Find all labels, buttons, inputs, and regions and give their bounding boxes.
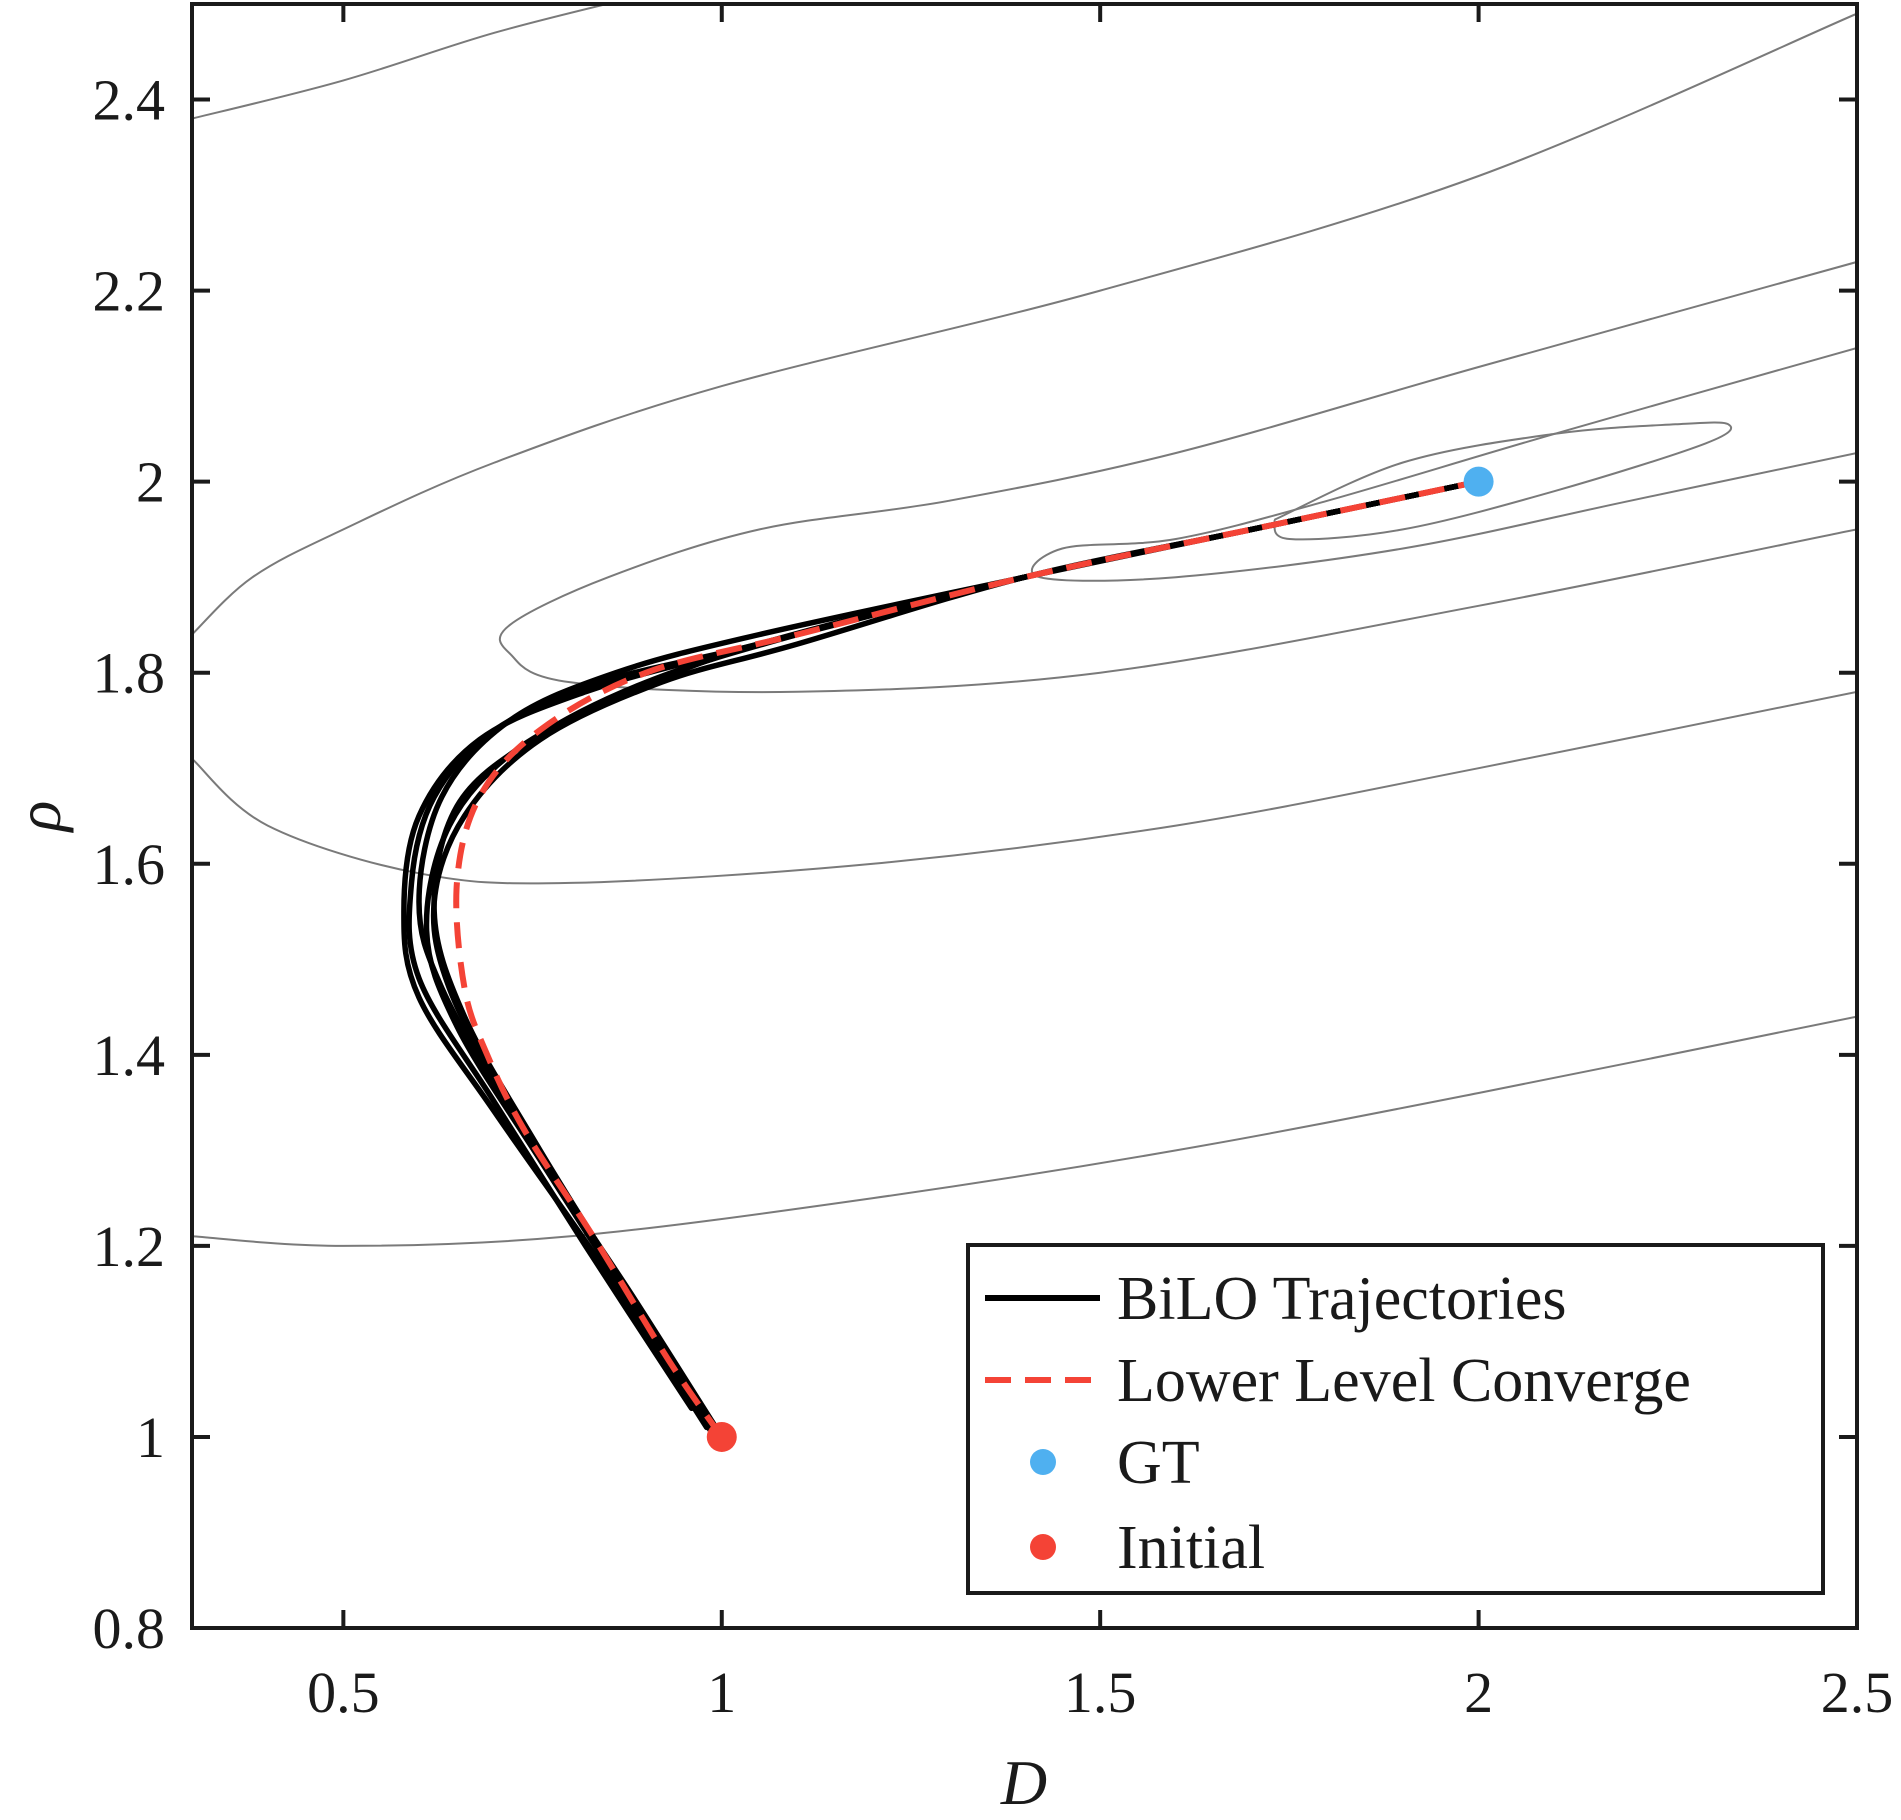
contour-level-2 [1031,346,1857,582]
y-tick-label: 1.2 [93,1214,166,1279]
legend-label-initial: Initial [1117,1514,1265,1582]
x-tick-label: 1.5 [1064,1660,1137,1725]
legend-label-lower-level-converge: Lower Level Converge [1117,1347,1691,1415]
x-tick-label: 2.5 [1821,1660,1894,1725]
legend-label-bilo-trajectories: BiLO Trajectories [1117,1265,1566,1333]
x-axis-label: D [1000,1747,1047,1818]
initial-marker [706,1421,737,1452]
y-axis-label: ρ [3,801,74,834]
x-tick-label: 0.5 [307,1660,380,1725]
lower-level-converge-line [453,478,1480,1439]
contour-level-6 [192,4,612,120]
legend-box [966,1243,1825,1595]
legend: BiLO Trajectories Lower Level Converge GT I… [966,1243,1825,1595]
trajectory-series [401,478,1482,1440]
x-axis-ticks: 0.5 1 1.5 2 2.5 [307,4,1893,1725]
contour-level-1 [1273,421,1733,541]
point-markers [706,466,1494,1452]
y-tick-label: 2.2 [93,259,166,324]
y-tick-label: 1 [136,1405,165,1470]
x-tick-label: 2 [1464,1660,1493,1725]
legend-swatch-gt [1030,1449,1056,1475]
gt-marker [1463,466,1494,497]
contour-level-5 [192,690,1857,885]
plot-frame [190,2,1859,1630]
contour-level-7 [192,1015,1857,1247]
y-tick-label: 2.4 [93,68,166,133]
legend-swatch-initial [1030,1534,1056,1560]
y-axis-ticks: 0.8 1 1.2 1.4 1.6 1.8 2 2.2 2.4 [93,68,1857,1661]
y-tick-label: 1.8 [93,641,166,706]
contour-level-3 [498,260,1857,694]
y-tick-label: 1.4 [93,1023,166,1088]
x-tick-label: 1 [707,1660,736,1725]
contour-lines [192,4,1857,1247]
legend-label-gt: GT [1117,1429,1200,1497]
y-tick-label: 1.6 [93,832,166,897]
contour-level-4 [192,12,1857,636]
y-tick-label: 0.8 [93,1596,166,1661]
y-tick-label: 2 [136,450,165,515]
